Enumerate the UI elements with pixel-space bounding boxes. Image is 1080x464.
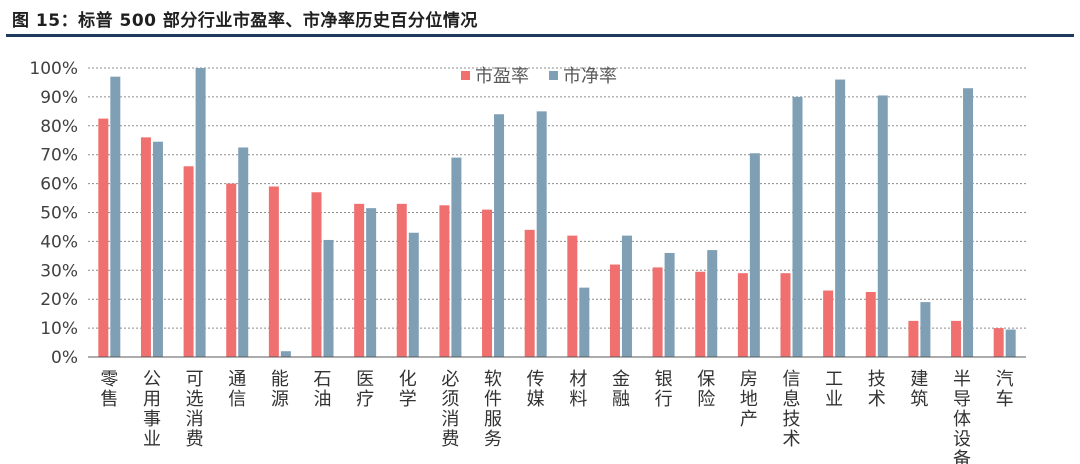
x-tick-label: 汽车 — [996, 369, 1014, 410]
x-tick-label: 化学 — [399, 369, 417, 410]
legend-label: 市净率 — [563, 66, 617, 87]
y-tick-label: 90% — [40, 88, 78, 108]
x-tick-label: 医疗 — [356, 369, 374, 410]
bar-pb-3 — [195, 68, 206, 357]
x-tick-label: 保险 — [697, 369, 715, 410]
bar-pb-9 — [451, 157, 462, 357]
bar-pe-3 — [183, 166, 194, 357]
bar-pb-18 — [835, 79, 846, 357]
bar-pb-5 — [280, 351, 291, 357]
legend-label: 市盈率 — [475, 66, 529, 87]
x-tick-label: 传媒 — [527, 369, 545, 410]
x-tick-label: 材料 — [569, 369, 587, 410]
x-tick-label: 可选消费 — [186, 369, 204, 450]
bar-pb-7 — [366, 208, 377, 357]
x-tick-label: 金融 — [612, 369, 630, 410]
bar-pb-4 — [238, 147, 249, 357]
x-tick-label: 房地产 — [740, 369, 758, 430]
bar-pe-17 — [780, 273, 791, 357]
bar-pb-16 — [749, 153, 760, 357]
x-tick-label: 石油 — [314, 369, 332, 410]
title-divider — [6, 34, 1074, 37]
bar-pe-8 — [396, 203, 407, 357]
y-tick-label: 100% — [29, 59, 78, 79]
bar-pe-10 — [482, 209, 493, 357]
bar-pb-8 — [408, 232, 419, 357]
bar-pe-13 — [609, 264, 620, 357]
x-tick-label: 技术 — [868, 369, 886, 410]
bar-pe-15 — [695, 271, 706, 357]
bar-pe-11 — [524, 229, 535, 357]
x-tick-label: 能源 — [271, 369, 289, 410]
y-tick-label: 0% — [51, 348, 78, 368]
y-tick-label: 70% — [40, 146, 78, 166]
x-tick-label: 建筑 — [910, 369, 928, 410]
x-tick-label: 必须消费 — [441, 369, 459, 450]
y-tick-label: 20% — [40, 290, 78, 310]
bar-pe-21 — [951, 320, 962, 357]
bar-pe-4 — [226, 183, 237, 357]
bar-pb-22 — [1005, 329, 1016, 357]
bar-pe-6 — [311, 192, 322, 357]
bar-pe-7 — [354, 203, 365, 357]
bar-pb-15 — [707, 250, 718, 357]
bar-pb-6 — [323, 239, 334, 357]
bar-pe-1 — [98, 118, 109, 357]
x-tick-label: 软件服务 — [484, 369, 502, 450]
bar-pe-19 — [865, 291, 876, 357]
y-tick-label: 10% — [40, 319, 78, 339]
bar-pb-1 — [110, 76, 121, 358]
bar-pb-2 — [152, 141, 163, 357]
bar-pe-20 — [908, 320, 919, 357]
x-tick-label: 工业 — [825, 369, 843, 410]
x-tick-label: 信息技术 — [783, 369, 801, 450]
bar-pe-18 — [823, 290, 834, 357]
x-tick-label: 公用事业 — [143, 369, 161, 450]
legend-swatch — [461, 71, 470, 80]
x-tick-label: 通信 — [228, 369, 246, 410]
x-tick-label: 半导体设备 — [953, 369, 971, 464]
bar-pe-22 — [993, 328, 1004, 357]
bar-pe-16 — [737, 273, 748, 357]
bar-pb-19 — [877, 95, 888, 357]
bar-pe-9 — [439, 205, 450, 357]
bar-pb-13 — [621, 235, 632, 357]
bar-pe-2 — [140, 137, 151, 357]
y-tick-label: 80% — [40, 117, 78, 137]
x-tick-label: 银行 — [655, 369, 673, 410]
y-tick-label: 50% — [40, 204, 78, 224]
bar-pb-20 — [920, 302, 931, 357]
y-tick-label: 60% — [40, 175, 78, 195]
figure-title: 图 15：标普 500 部分行业市盈率、市净率历史百分位情况 — [12, 11, 478, 31]
bar-pb-12 — [579, 287, 590, 357]
bar-pb-21 — [963, 88, 974, 357]
bar-pb-17 — [792, 96, 803, 358]
y-axis: 0% 10% 20% 30% 40% 50% 60% 70% 80% 90% 100% — [29, 59, 78, 368]
y-tick-label: 40% — [40, 232, 78, 252]
legend: 市盈率 市净率 — [461, 66, 617, 87]
bar-pb-11 — [536, 111, 547, 357]
legend-swatch — [549, 71, 558, 80]
y-tick-label: 30% — [40, 261, 78, 281]
bar-pe-5 — [268, 186, 279, 357]
bar-pb-10 — [494, 114, 505, 358]
x-tick-label: 零售 — [100, 369, 118, 410]
bars — [98, 68, 1016, 358]
bar-pb-14 — [664, 252, 675, 357]
bar-pe-12 — [567, 235, 578, 357]
bar-pe-14 — [652, 267, 663, 357]
